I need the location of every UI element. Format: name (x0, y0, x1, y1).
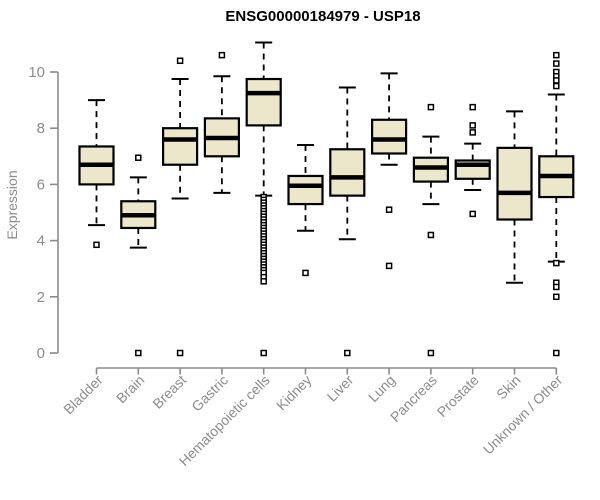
y-tick-label: 2 (37, 289, 45, 306)
outlier-dot (553, 77, 560, 84)
outlier-dot (553, 283, 560, 291)
box-breast (162, 127, 199, 166)
outlier-dot (427, 349, 435, 357)
chart-title: ENSG00000184979 - USP18 (225, 8, 421, 25)
y-tick-label: 0 (37, 345, 45, 362)
outlier-dot (385, 206, 393, 213)
outlier-dot (553, 60, 560, 67)
outlier-dot (427, 231, 435, 239)
outlier-dot (553, 82, 560, 90)
x-tick-label: Brain (113, 372, 147, 406)
y-tick-label: 10 (28, 64, 45, 81)
x-tick-label: Prostate (434, 372, 482, 420)
x-tick-label: Lung (365, 372, 398, 405)
y-tick-label: 6 (37, 176, 45, 193)
box-hematopoietic-cells (245, 77, 282, 127)
y-tick-label: 4 (37, 233, 45, 250)
outlier-dot (344, 349, 351, 357)
x-tick-label: Liver (324, 372, 357, 405)
outlier-dot (469, 122, 476, 129)
outlier-dot (427, 103, 435, 111)
outlier-dot (469, 129, 476, 136)
y-tick-label: 8 (37, 120, 45, 137)
box-liver (329, 148, 366, 197)
outlier-dot (260, 349, 267, 357)
outlier-dot (553, 293, 560, 301)
outlier-dot (218, 51, 226, 59)
x-tick-label: Breast (149, 372, 189, 412)
outlier-dot (553, 259, 560, 267)
box-skin (496, 146, 533, 221)
box-lung (371, 118, 408, 155)
outlier-dot (553, 51, 560, 59)
x-tick-label: Kidney (273, 372, 315, 414)
outlier-dot (469, 210, 476, 218)
outlier-dot (302, 269, 309, 277)
box-kidney (287, 174, 324, 206)
outlier-dot (385, 262, 393, 270)
outlier-dot (135, 154, 142, 161)
outlier-dot (176, 349, 184, 357)
outlier-dot (93, 241, 100, 249)
outlier-dot (469, 103, 476, 111)
outlier-dot (260, 278, 267, 285)
outlier-dot (176, 57, 184, 65)
x-tick-label: Bladder (60, 372, 106, 418)
x-tick-label: Unknown / Other (480, 372, 566, 458)
outlier-dot (553, 349, 560, 357)
outlier-dot (135, 349, 142, 357)
x-tick-label: Skin (493, 372, 524, 403)
